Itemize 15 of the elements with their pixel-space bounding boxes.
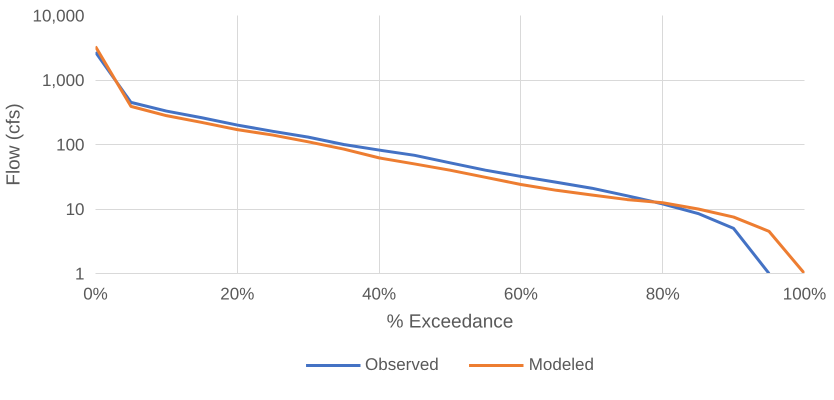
y-tick-label: 1 (75, 264, 85, 284)
y-tick-label: 1,000 (42, 71, 85, 90)
y-tick-label: 100 (56, 136, 85, 154)
y-tick-label: 10,000 (32, 6, 85, 26)
x-tick-label: 60% (504, 284, 538, 304)
legend-label: Observed (365, 355, 439, 375)
x-tick-label: 100% (782, 284, 826, 304)
x-axis-title: % Exceedance (386, 312, 514, 332)
x-tick-label: 0% (83, 284, 108, 304)
x-tick-label: 80% (646, 284, 680, 304)
y-tick-label: 10 (66, 200, 85, 219)
y-axis-title: Flow (cfs) (4, 103, 25, 186)
x-tick-label: 20% (220, 284, 254, 304)
legend-label: Modeled (528, 355, 594, 375)
x-tick-label: 40% (362, 284, 396, 304)
